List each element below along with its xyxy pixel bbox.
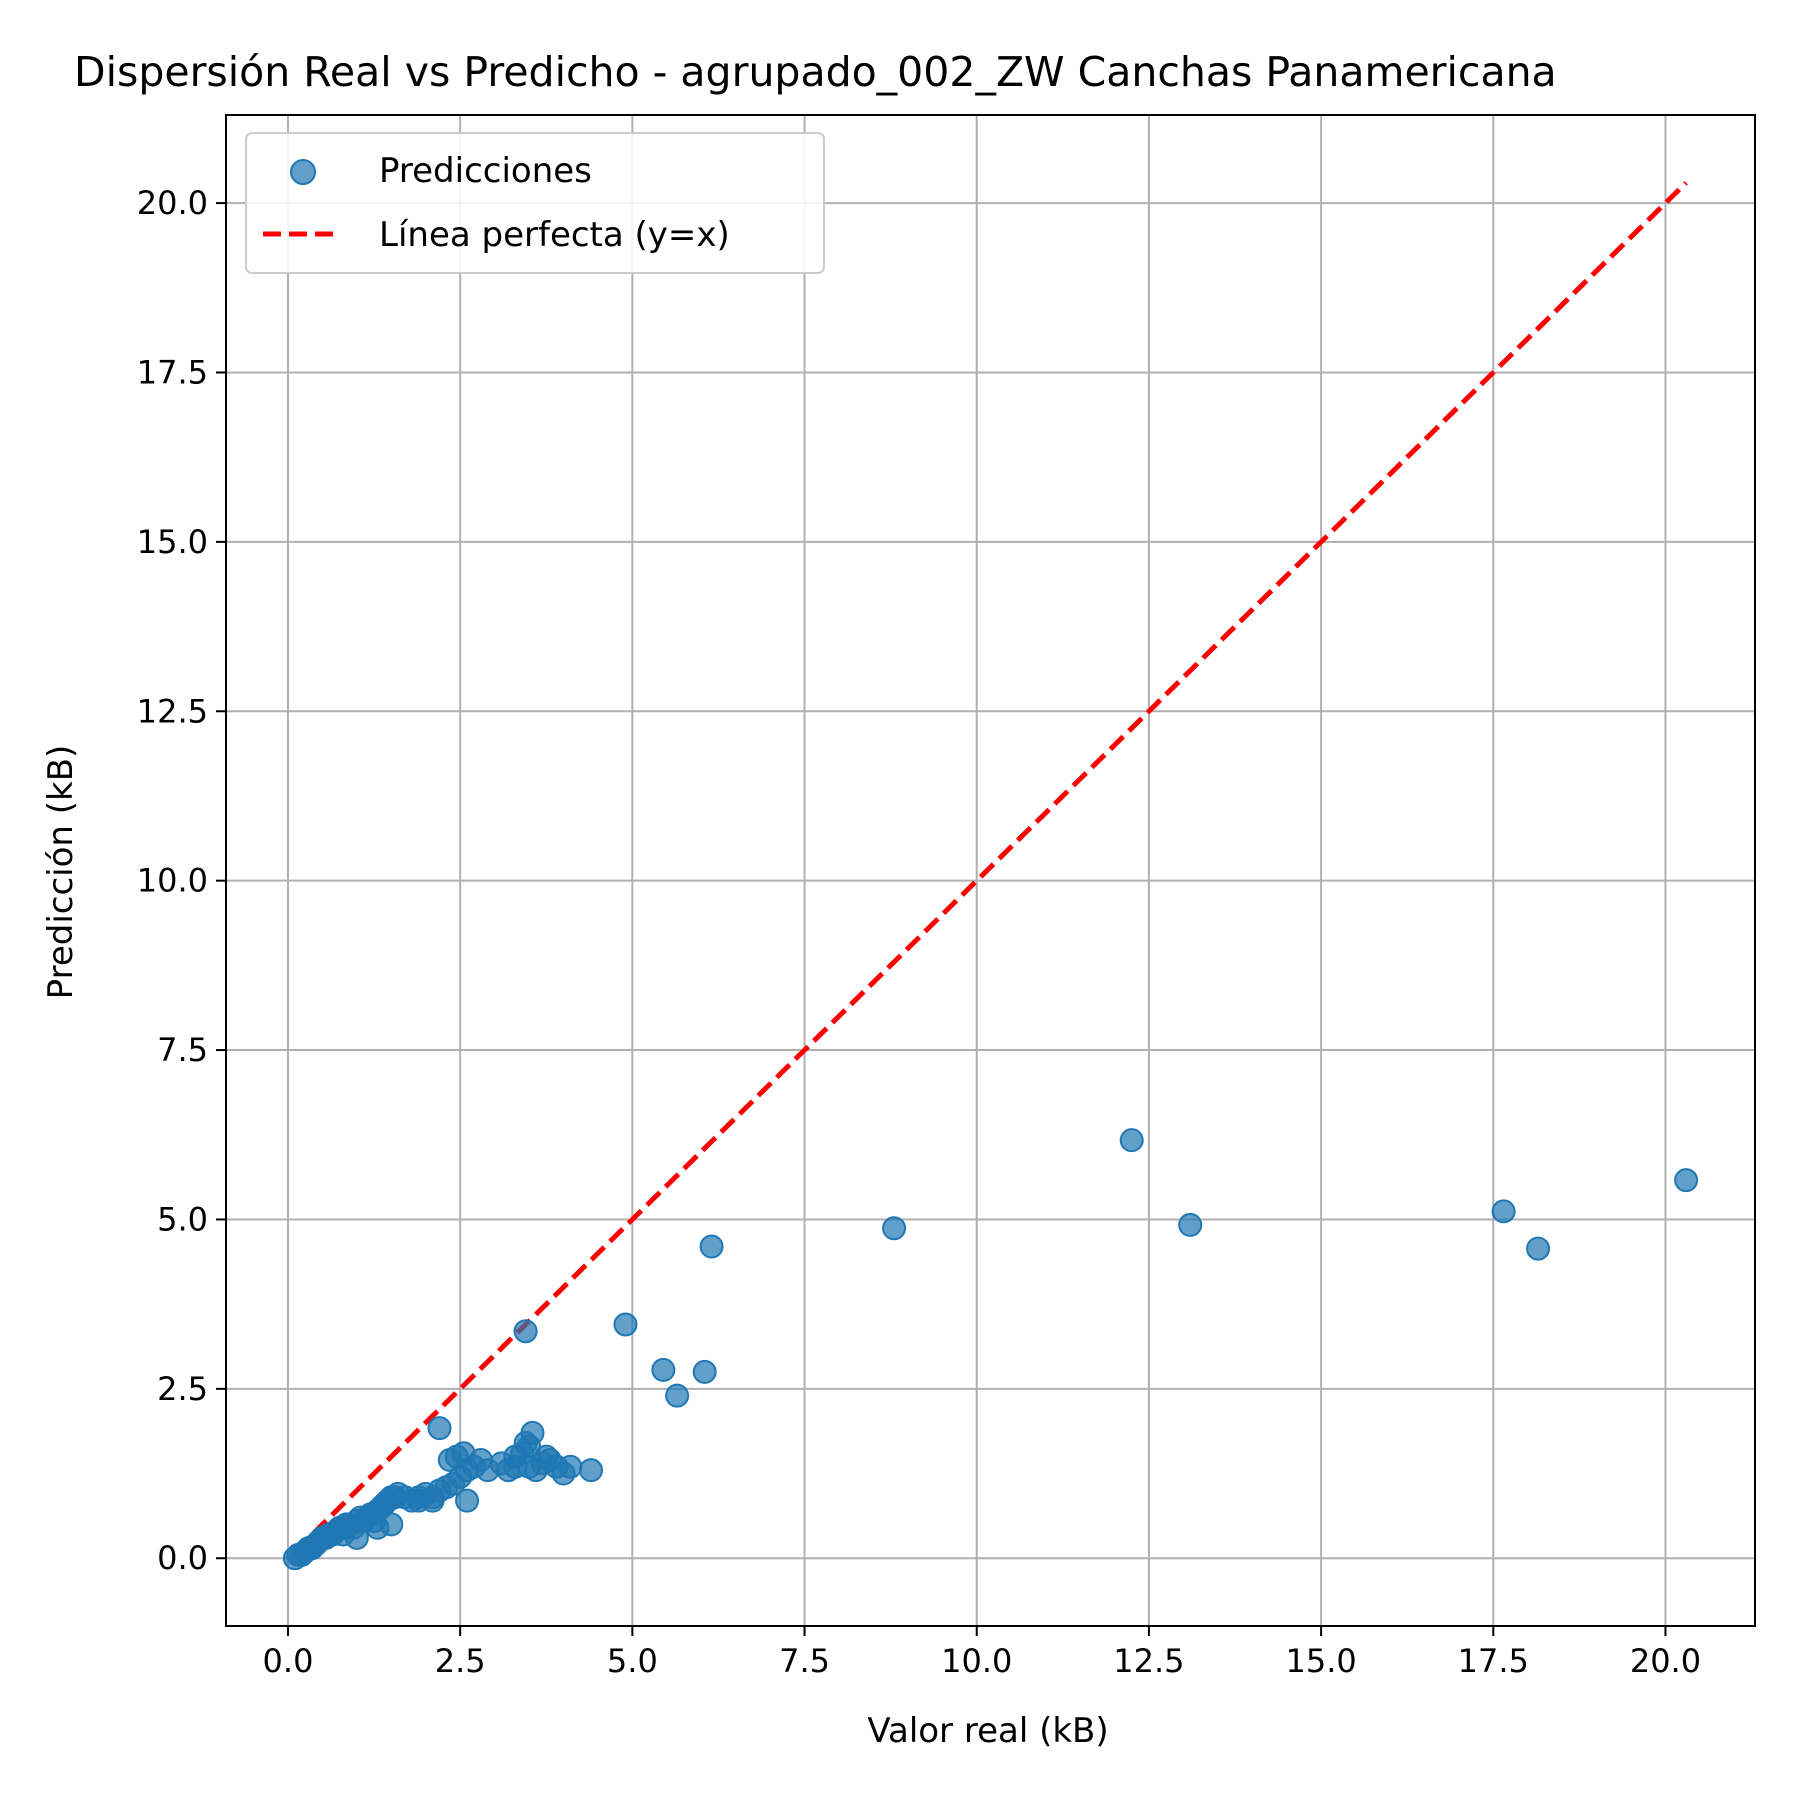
legend-label-predicciones: Predicciones bbox=[379, 151, 592, 191]
scatter-point bbox=[1491, 1199, 1516, 1224]
scatter-point bbox=[1178, 1212, 1203, 1237]
legend-box bbox=[245, 132, 825, 274]
scatter-point bbox=[513, 1319, 538, 1344]
scatter-point bbox=[699, 1234, 724, 1259]
y-tick-label: 5.0 bbox=[157, 1200, 208, 1238]
y-tick-label: 12.5 bbox=[137, 692, 208, 730]
scatter-point bbox=[692, 1359, 717, 1384]
scatter-point bbox=[1526, 1236, 1551, 1261]
scatter-point bbox=[517, 1454, 542, 1479]
legend-label-linea-perfecta: Línea perfecta (y=x) bbox=[379, 215, 730, 255]
ticks: 0.0 2.5 5.0 7.5 10.0 12.5 15.0 17.5 20.0 0.0 2.5 5.… bbox=[137, 184, 1701, 1680]
y-tick-label: 0.0 bbox=[157, 1539, 208, 1577]
scatter-point bbox=[665, 1383, 690, 1408]
y-tick-label: 20.0 bbox=[137, 184, 208, 222]
y-axis-label: Predicción (kB) bbox=[41, 745, 81, 1000]
y-tick-label: 10.0 bbox=[137, 862, 208, 900]
x-tick-label: 7.5 bbox=[779, 1642, 830, 1680]
scatter-point bbox=[651, 1357, 676, 1382]
x-tick-label: 20.0 bbox=[1630, 1642, 1701, 1680]
x-tick-label: 15.0 bbox=[1285, 1642, 1356, 1680]
points bbox=[282, 1128, 1699, 1571]
grid bbox=[226, 115, 1755, 1626]
y-tick-label: 7.5 bbox=[157, 1031, 208, 1069]
scatter-point bbox=[1674, 1168, 1699, 1193]
plot-frame bbox=[225, 114, 1756, 1627]
scatter-point bbox=[379, 1512, 404, 1537]
scatter-point bbox=[579, 1458, 604, 1483]
scatter-point bbox=[427, 1416, 452, 1441]
chart-title: Dispersión Real vs Predicho - agrupado_0… bbox=[74, 48, 1557, 96]
y-tick-label: 15.0 bbox=[137, 523, 208, 561]
scatter-point bbox=[613, 1312, 638, 1337]
scatter-point bbox=[1119, 1128, 1144, 1153]
x-tick-label: 2.5 bbox=[435, 1642, 486, 1680]
x-tick-label: 17.5 bbox=[1458, 1642, 1529, 1680]
x-tick-label: 0.0 bbox=[263, 1642, 314, 1680]
x-tick-label: 5.0 bbox=[607, 1642, 658, 1680]
scatter-point bbox=[344, 1525, 369, 1550]
x-tick-label: 10.0 bbox=[941, 1642, 1012, 1680]
scatter-point bbox=[520, 1420, 545, 1445]
x-tick-label: 12.5 bbox=[1113, 1642, 1184, 1680]
scatter-point bbox=[882, 1216, 907, 1241]
legend: Predicciones Línea perfecta (y=x) bbox=[245, 132, 825, 274]
scatter-point bbox=[558, 1454, 583, 1479]
scatter-point bbox=[420, 1488, 445, 1513]
y-tick-label: 2.5 bbox=[157, 1370, 208, 1408]
x-axis-label: Valor real (kB) bbox=[867, 1711, 1108, 1751]
y-tick-label: 17.5 bbox=[137, 353, 208, 391]
scatter-point bbox=[455, 1488, 480, 1513]
legend-marker-predicciones bbox=[290, 159, 316, 185]
